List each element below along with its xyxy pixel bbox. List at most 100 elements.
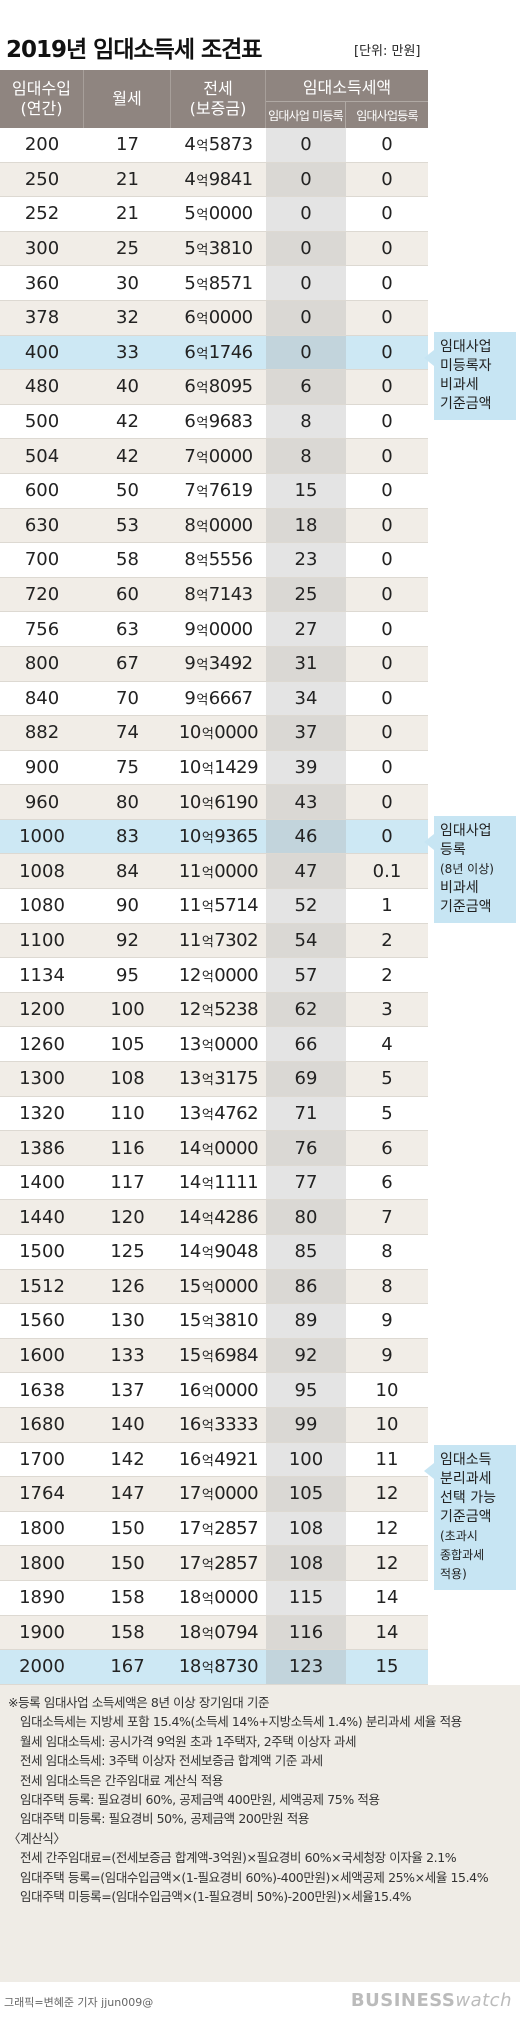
jeonse-eok-value: 9 xyxy=(184,653,196,675)
jeonse-eok-unit: 억 xyxy=(196,346,208,362)
cell-tax-unregistered: 57 xyxy=(266,958,346,992)
note-line: 전세 임대소득은 간주임대료 계산식 적용 xyxy=(20,1772,223,1788)
cell-tax-registered: 10 xyxy=(375,1414,399,1436)
jeonse-man-value: 5238 xyxy=(214,999,259,1021)
jeonse-eok-value: 10 xyxy=(178,756,201,778)
cell-rent-income: 1764 xyxy=(19,1483,65,1505)
jeonse-man-value: 9841 xyxy=(208,168,253,190)
table-row: 1080 90 11 억 5714 52 1 xyxy=(0,889,428,924)
cell-monthly: 120 xyxy=(110,1206,145,1228)
cell-rent-income: 1500 xyxy=(19,1241,65,1263)
cell-monthly: 63 xyxy=(116,618,139,640)
jeonse-eok-unit: 억 xyxy=(201,1557,214,1573)
cell-tax-unregistered: 99 xyxy=(266,1407,346,1442)
note-line: 임대주택 미등록: 필요경비 50%, 공제금액 200만원 적용 xyxy=(20,1811,309,1827)
cell-jeonse: 6 억 0000 xyxy=(171,301,266,335)
cell-monthly: 150 xyxy=(110,1518,145,1540)
cell-jeonse: 11 억 5714 xyxy=(171,889,266,923)
cell-tax-unregistered: 34 xyxy=(266,681,346,716)
cell-tax-unregistered: 108 xyxy=(266,1546,346,1580)
jeonse-eok-value: 13 xyxy=(178,1102,201,1124)
jeonse-eok-value: 15 xyxy=(178,1275,201,1297)
jeonse-man-value: 1429 xyxy=(214,756,259,778)
cell-tax-registered: 15 xyxy=(375,1656,399,1678)
jeonse-eok-unit: 억 xyxy=(201,934,214,950)
brand-logo-bold: BUSINESS xyxy=(350,1990,456,2011)
cell-monthly: 158 xyxy=(110,1621,145,1643)
jeonse-eok-value: 17 xyxy=(178,1518,201,1540)
cell-jeonse: 16 억 4921 xyxy=(171,1443,266,1477)
table-row: 700 58 8 억 5556 23 0 xyxy=(0,543,428,578)
cell-jeonse: 7 억 0000 xyxy=(171,439,266,473)
jeonse-eok-unit: 억 xyxy=(201,1142,214,1158)
cell-jeonse: 10 억 6190 xyxy=(171,785,266,819)
cell-rent-income: 720 xyxy=(24,584,60,606)
jeonse-man-value: 4762 xyxy=(214,1102,259,1124)
cell-tax-unregistered: 37 xyxy=(266,716,346,750)
table-row: 1320 110 13 억 4762 71 5 xyxy=(0,1096,428,1132)
cell-rent-income: 1100 xyxy=(19,929,65,951)
table-row: 1100 92 11 억 7302 54 2 xyxy=(0,923,428,959)
table-row: 250 21 4 억 9841 0 0 xyxy=(0,162,428,198)
cell-monthly: 84 xyxy=(116,860,139,882)
table-row: 500 42 6 억 9683 8 0 xyxy=(0,404,428,440)
cell-jeonse: 13 억 0000 xyxy=(171,1027,266,1061)
cell-tax-registered: 2 xyxy=(381,964,393,986)
cell-rent-income: 1680 xyxy=(19,1414,65,1436)
note-line: 임대주택 등록=(임대수입금액×(1-필요경비 60%)-400만원)×세액공제… xyxy=(20,1869,489,1885)
header-jeonse-line2: (보증금) xyxy=(189,99,247,118)
jeonse-man-value: 5556 xyxy=(208,549,253,571)
cell-monthly: 33 xyxy=(116,341,139,363)
cell-rent-income: 960 xyxy=(24,791,60,813)
jeonse-eok-unit: 억 xyxy=(201,969,214,985)
cell-tax-registered: 2 xyxy=(381,929,393,951)
jeonse-eok-value: 10 xyxy=(178,791,201,813)
jeonse-man-value: 0000 xyxy=(214,1033,259,1055)
jeonse-man-value: 0000 xyxy=(214,1379,259,1401)
table-row: 504 42 7 억 0000 8 0 xyxy=(0,439,428,474)
jeonse-eok-value: 13 xyxy=(178,1033,201,1055)
jeonse-eok-value: 5 xyxy=(184,203,196,225)
cell-monthly: 150 xyxy=(110,1552,145,1574)
table-body: 200 17 4 억 5873 0 0 250 21 4 억 9841 0 0 252 21 5 억 0000 0 0 3… xyxy=(0,128,428,1685)
cell-tax-unregistered: 115 xyxy=(266,1580,346,1615)
cell-tax-unregistered: 39 xyxy=(266,750,346,785)
jeonse-man-value: 0000 xyxy=(214,1137,259,1159)
cell-jeonse: 17 억 0000 xyxy=(171,1477,266,1511)
jeonse-eok-value: 10 xyxy=(178,722,201,744)
jeonse-man-value: 7143 xyxy=(208,584,253,606)
cell-tax-unregistered: 77 xyxy=(266,1165,346,1200)
jeonse-eok-unit: 억 xyxy=(196,277,208,293)
cell-tax-unregistered: 105 xyxy=(266,1477,346,1511)
cell-jeonse: 5 억 0000 xyxy=(171,197,266,231)
jeonse-man-value: 0000 xyxy=(208,514,253,536)
cell-rent-income: 840 xyxy=(24,687,60,709)
cell-monthly: 147 xyxy=(110,1483,145,1505)
cell-tax-registered: 0 xyxy=(381,168,393,190)
header-rent-income-line1: 임대수입 xyxy=(12,79,71,98)
jeonse-eok-value: 16 xyxy=(178,1448,201,1470)
callout-line: 임대소득 xyxy=(440,1451,492,1468)
cell-rent-income: 1890 xyxy=(19,1587,65,1609)
note-line: 임대주택 등록: 필요경비 60%, 공제금액 400만원, 세액공제 75% … xyxy=(20,1792,380,1808)
cell-tax-unregistered: 123 xyxy=(266,1650,346,1684)
jeonse-man-value: 2857 xyxy=(214,1552,259,1574)
cell-jeonse: 12 억 5238 xyxy=(171,993,266,1027)
table-row: 1560 130 15 억 3810 89 9 xyxy=(0,1304,428,1339)
jeonse-man-value: 9365 xyxy=(214,826,259,848)
cell-monthly: 110 xyxy=(110,1102,145,1124)
cell-tax-registered: 0 xyxy=(381,826,393,848)
cell-rent-income: 1386 xyxy=(19,1137,65,1159)
header-rent-income-line2: (연간) xyxy=(20,99,63,118)
cell-jeonse: 15 억 6984 xyxy=(171,1339,266,1373)
jeonse-man-value: 9683 xyxy=(208,411,253,433)
cell-tax-unregistered: 69 xyxy=(266,1062,346,1096)
jeonse-eok-unit: 억 xyxy=(196,243,208,259)
cell-tax-unregistered: 0 xyxy=(266,335,346,370)
jeonse-man-value: 1111 xyxy=(214,1172,259,1194)
cell-monthly: 30 xyxy=(116,272,139,294)
table-row: 600 50 7 억 7619 15 0 xyxy=(0,473,428,509)
jeonse-eok-unit: 억 xyxy=(196,623,208,639)
jeonse-eok-unit: 억 xyxy=(196,692,208,708)
cell-monthly: 137 xyxy=(110,1379,145,1401)
